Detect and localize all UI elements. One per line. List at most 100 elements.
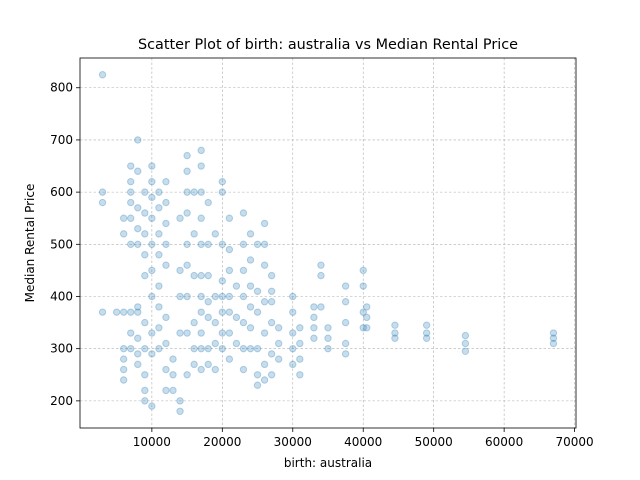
point: [162, 240, 170, 249]
point: [274, 324, 283, 332]
point: [141, 188, 149, 196]
point: [148, 240, 156, 249]
point: [274, 339, 283, 348]
point: [225, 214, 234, 222]
point: [148, 350, 156, 358]
point: [204, 240, 212, 249]
point: [162, 198, 170, 207]
point: [119, 376, 128, 384]
point: [162, 386, 170, 395]
point: [190, 230, 198, 238]
point: [127, 162, 135, 170]
point: [197, 308, 205, 316]
point: [253, 240, 262, 249]
point: [461, 347, 470, 355]
point: [422, 321, 431, 329]
point: [225, 292, 234, 301]
x-tick-label: 60000: [485, 435, 523, 449]
point: [253, 287, 262, 295]
point: [341, 339, 350, 348]
point: [148, 177, 156, 186]
plot-frame: [79, 57, 577, 429]
x-axis-label: birth: australia: [284, 456, 372, 470]
x-tick-label: 20000: [203, 435, 241, 449]
point: [119, 344, 128, 353]
point: [253, 381, 262, 389]
point: [183, 167, 191, 175]
point: [363, 324, 371, 332]
point: [363, 303, 371, 311]
point: [310, 303, 318, 311]
point: [317, 261, 325, 269]
point: [176, 292, 184, 301]
point: [260, 298, 269, 306]
point: [391, 334, 399, 342]
point: [211, 318, 219, 327]
point: [162, 365, 170, 374]
point: [197, 146, 205, 155]
point: [341, 318, 350, 327]
point: [148, 402, 156, 410]
point: [141, 397, 149, 405]
point: [190, 318, 198, 327]
point: [169, 386, 177, 395]
y-tick-label: 600: [50, 185, 73, 199]
point: [204, 344, 212, 353]
point: [98, 188, 107, 196]
point: [218, 329, 227, 337]
point: [141, 209, 149, 217]
point: [260, 219, 269, 228]
y-axis-label: Median Rental Price: [23, 184, 37, 303]
point: [211, 292, 219, 301]
point: [232, 313, 241, 322]
point: [148, 329, 156, 337]
point: [317, 303, 325, 311]
point: [134, 308, 142, 316]
point: [253, 371, 262, 379]
point: [190, 271, 198, 280]
point: [134, 240, 142, 249]
point: [134, 360, 142, 369]
point: [119, 355, 128, 363]
point: [162, 313, 170, 322]
point: [422, 334, 431, 342]
point: [246, 230, 255, 238]
point: [391, 329, 399, 337]
point: [127, 308, 135, 316]
point: [169, 371, 177, 379]
point: [162, 219, 170, 228]
point: [289, 329, 297, 337]
point: [211, 365, 219, 374]
point: [239, 209, 248, 217]
point: [218, 177, 227, 186]
point: [274, 355, 283, 363]
point: [225, 308, 234, 316]
point: [148, 193, 156, 202]
x-tick-label: 70000: [555, 435, 593, 449]
point: [98, 198, 107, 207]
point: [183, 329, 191, 337]
point: [341, 350, 350, 358]
point: [218, 292, 227, 301]
point: [183, 261, 191, 269]
point: [239, 318, 248, 327]
point: [549, 329, 558, 337]
point: [176, 407, 184, 416]
point: [211, 230, 219, 238]
point: [267, 371, 276, 379]
point: [324, 344, 332, 353]
y-tick-label: 700: [50, 133, 73, 147]
point: [225, 329, 234, 337]
point: [260, 261, 269, 269]
point: [119, 230, 128, 238]
point: [289, 360, 297, 369]
point: [190, 360, 198, 369]
point: [296, 324, 304, 332]
point: [98, 308, 107, 316]
point: [148, 292, 156, 301]
point: [391, 321, 399, 329]
point: [176, 214, 184, 222]
point: [197, 292, 205, 301]
point: [162, 339, 170, 348]
